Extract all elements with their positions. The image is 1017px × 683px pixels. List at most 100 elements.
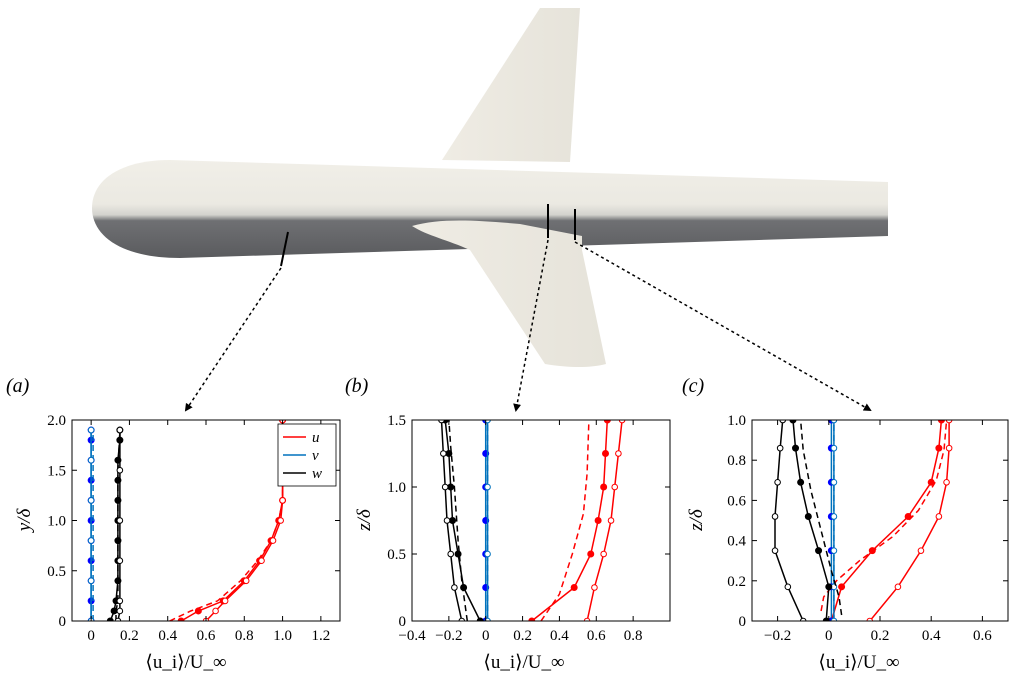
panel-label-c: (c) [682,375,705,397]
data-point-v [87,497,95,504]
data-point-w [116,426,124,434]
y-tick-label: 0.8 [727,453,746,469]
data-point-u [221,597,229,605]
data-point-v [87,537,95,544]
legend-label-w: w [312,466,322,482]
data-point-w [776,444,784,452]
x-tick-label: −0.2 [435,628,462,644]
data-point-u [269,537,277,544]
series-group [438,420,626,621]
x-tick-label: 0.6 [587,628,606,644]
data-point-w [774,479,781,486]
series-group [87,420,287,621]
pointer-arrow-c [574,241,872,411]
y-tick-label: 1.0 [387,480,406,496]
data-point-v [830,444,838,452]
series-line-u-dashed-none [820,420,948,612]
series-line-u-solid-filled [180,420,284,621]
series-line-u-dashed-none [540,420,590,621]
panel-c: (c) −0.2 0 0.2 0.4 0.6 0 0.2 0.4 0.6 0.8 1.0 z/δ ⟨… [682,375,1009,673]
data-point-u [212,607,219,615]
data-point-u [937,420,945,424]
series-line-u-solid-filled [830,420,943,621]
data-point-w [106,617,114,621]
axes-frame [411,419,671,622]
data-point-u [935,444,943,452]
y-tick-label: 0 [59,614,67,630]
data-point-v [830,547,838,554]
data-point-w [447,483,455,491]
panel-label-b: (b) [345,375,369,397]
panel-a: (a) 0 0.2 0.4 0.6 0.8 1.0 1.200.51.01.52.0uvw … [6,375,341,673]
y-tick-label: 0.5 [387,547,406,563]
x-tick-label: 0 [825,628,833,644]
data-point-u [602,450,609,457]
data-point-w [114,617,122,621]
data-point-u [927,478,935,486]
data-point-u [904,512,912,520]
x-tick-label: 0.4 [158,628,177,644]
upper-wing [442,8,580,162]
xlabel-b: ⟨u_i⟩/U_∞ [483,652,564,673]
data-point-v [484,483,491,491]
data-point-w [449,517,457,524]
data-point-u [279,497,286,504]
data-point-u [591,584,598,591]
legend: uvw [277,423,337,487]
data-point-u [242,577,250,585]
aircraft-illustration [92,8,888,412]
y-tick-label: 1.0 [727,413,746,429]
data-point-u [587,550,595,558]
xlabel-c: ⟨u_i⟩/U_∞ [818,652,899,673]
data-point-w [116,466,124,474]
data-point-u [894,583,902,591]
x-tick-label: 0 [87,628,95,644]
legend-label-v: v [312,448,319,464]
x-tick-label: 0.2 [871,628,890,644]
data-point-w [476,617,484,621]
data-point-v [830,479,838,486]
data-point-w [116,607,124,615]
y-tick-label: 0 [399,614,407,630]
data-point-u [935,513,943,520]
data-point-w [116,597,124,605]
data-point-w [443,517,451,524]
y-tick-label: 0.4 [727,534,746,550]
data-point-w [451,584,458,591]
y-tick-label: 1.5 [387,413,406,429]
data-point-u [594,517,602,524]
pointer-arrow-a [184,267,282,412]
fuselage [92,160,888,258]
y-tick-label: 2.0 [47,413,66,429]
x-tick-label: 0.6 [973,628,992,644]
data-point-u [258,557,265,565]
x-tick-label: 0.2 [513,628,532,644]
plot-area-a: 0 0.2 0.4 0.6 0.8 1.0 1.2 0 0.5 1.0 1.5 2.0 uvw [47,413,341,644]
y-tick-label: 0 [739,614,747,630]
plot-area-c: −0.2 0 0.2 0.4 0.6 0 0.2 0.4 0.6 0.8 1.0 [727,413,1009,644]
data-point-u [838,583,846,591]
data-point-w [789,420,797,424]
data-point-v [830,513,838,520]
data-point-w [804,512,812,520]
x-tick-label: 0.2 [120,628,139,644]
pointer-arrow-b [513,239,549,412]
data-point-u [945,444,953,452]
x-tick-label: 1.0 [273,628,292,644]
data-point-u [611,483,619,491]
data-point-u [177,617,185,621]
data-point-w [116,557,124,565]
y-tick-label: 0.5 [47,564,66,580]
data-point-w [797,478,805,486]
data-point-w [771,547,779,554]
x-tick-label: 1.2 [311,628,330,644]
data-point-v [830,617,838,621]
data-point-v [87,456,95,464]
ylabel-c: z/δ [686,508,707,532]
y-tick-label: 1.0 [47,514,66,530]
ylabel-a: y/δ [14,508,35,534]
series-line-u-dashed-none [169,420,284,621]
data-point-w [440,450,447,457]
plot-area-b: −0.4 −0.2 0 0.2 0.4 0.6 0.8 0 0.5 1.0 1.5 [387,413,671,644]
